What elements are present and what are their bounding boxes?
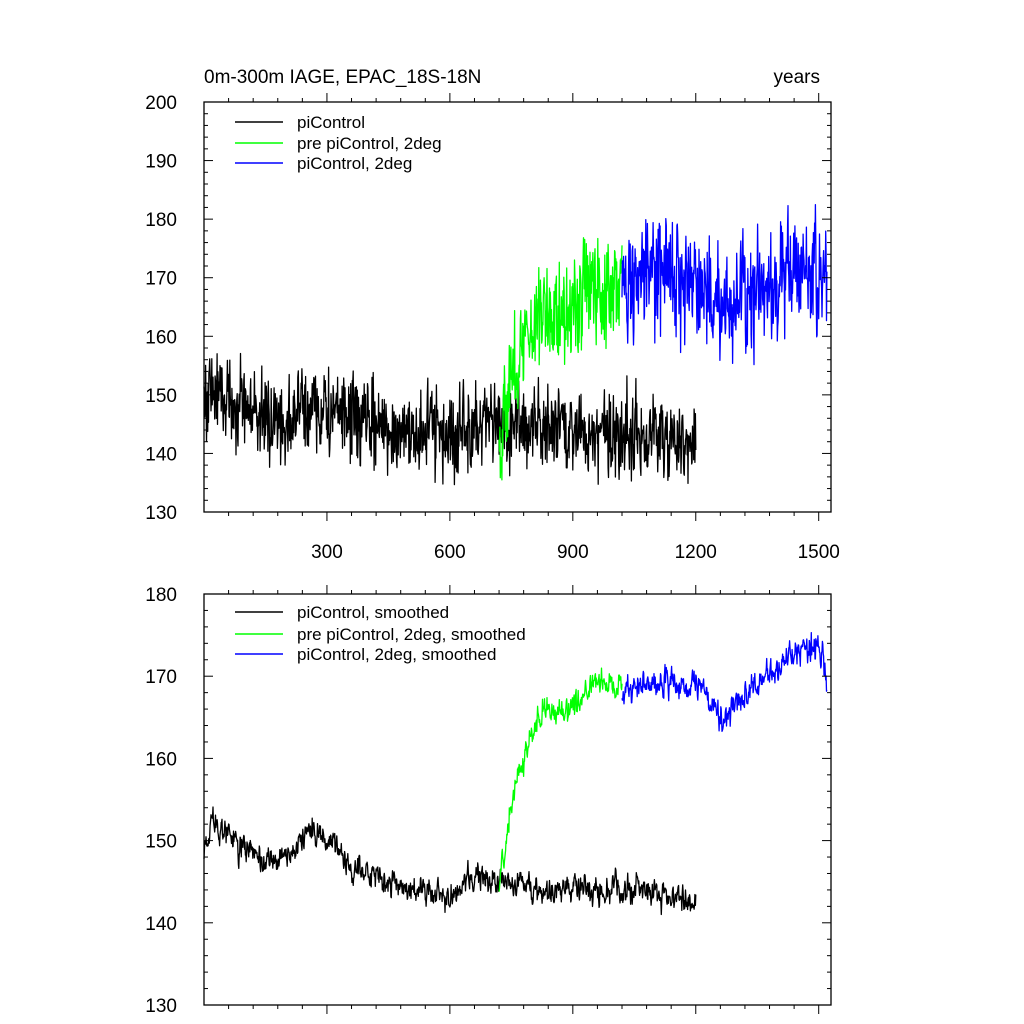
top-panel-units: years (774, 67, 820, 88)
legend-label-picontrol-2deg: piControl, 2deg (297, 154, 412, 173)
legend-label-pre-picontrol-2deg-smoothed: pre piControl, 2deg, smoothed (297, 625, 526, 644)
y-tick-label: 150 (145, 832, 177, 853)
series-line-picontrol-2deg (621, 204, 828, 366)
y-tick-label: 180 (145, 210, 177, 231)
y-tick-label: 130 (145, 996, 177, 1017)
y-tick-label: 200 (145, 93, 177, 114)
y-tick-label: 140 (145, 914, 177, 935)
y-tick-label: 150 (145, 386, 177, 407)
top-panel-legend: piControl pre piControl, 2deg piControl,… (235, 113, 442, 173)
series-line-picontrol-2deg-smoothed (621, 631, 828, 732)
x-tick-label: 600 (434, 542, 466, 563)
x-tick-label: 1500 (798, 542, 840, 563)
legend-label-pre-picontrol-2deg: pre piControl, 2deg (297, 134, 442, 153)
series-line-pre-picontrol-2deg-smoothed (498, 667, 623, 892)
top-panel-ticks: 130 140 150 160 170 180 190 200 300 600 900 1200 150… (145, 93, 840, 563)
y-tick-label: 160 (145, 749, 177, 770)
y-tick-label: 130 (145, 503, 177, 524)
y-tick-label: 180 (145, 585, 177, 606)
y-tick-label: 170 (145, 269, 177, 290)
series-line-pre-picontrol-2deg (498, 237, 623, 481)
top-panel: 0m-300m IAGE, EPAC_18S-18N years 1301401… (145, 67, 840, 563)
x-tick-label: 900 (557, 542, 589, 563)
bottom-panel-legend: piControl, smoothed pre piControl, 2deg,… (235, 603, 526, 664)
x-tick-label: 1200 (675, 542, 717, 563)
series-line-picontrol-smoothed (203, 806, 697, 916)
bottom-panel-frame (203, 593, 832, 1006)
legend-label-picontrol-2deg-smoothed: piControl, 2deg, smoothed (297, 645, 496, 664)
top-panel-frame (203, 101, 832, 513)
legend-label-picontrol: piControl (297, 113, 365, 132)
x-tick-label: 300 (311, 542, 343, 563)
y-tick-label: 190 (145, 152, 177, 173)
top-panel-series (203, 204, 828, 486)
series-line-picontrol (203, 352, 697, 486)
bottom-panel-series (203, 631, 828, 916)
y-tick-label: 160 (145, 327, 177, 348)
top-panel-title: 0m-300m IAGE, EPAC_18S-18N (204, 67, 481, 88)
y-tick-label: 170 (145, 667, 177, 688)
y-tick-label: 140 (145, 444, 177, 465)
bottom-panel: 130 140 150 160 170 180 piControl, smoothed p… (145, 585, 832, 1017)
legend-label-picontrol-smoothed: piControl, smoothed (297, 603, 449, 622)
